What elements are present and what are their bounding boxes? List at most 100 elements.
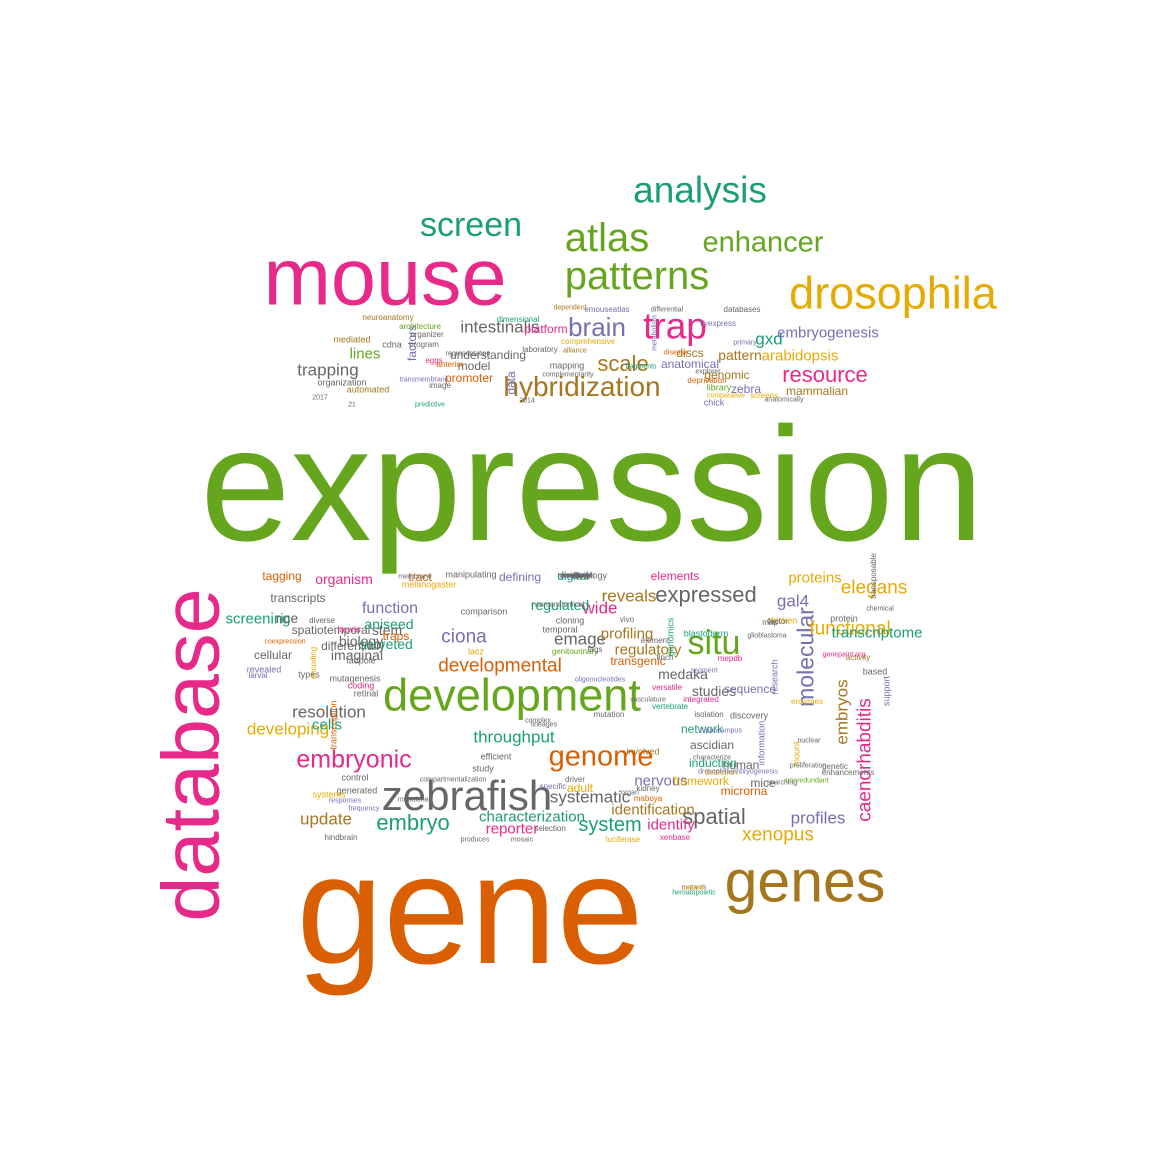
- word-analysis: analysis: [633, 169, 767, 211]
- word-mutation: mutation: [593, 710, 625, 719]
- word-blastoderm: blastoderm: [683, 628, 729, 639]
- word-characterize: characterize: [692, 754, 732, 762]
- word-profiles: profiles: [790, 808, 846, 828]
- word-organism: organism: [315, 571, 373, 587]
- word-embryos: embryos: [832, 679, 852, 745]
- word-deprivation: deprivation: [687, 376, 727, 385]
- word-cdna: cdna: [382, 339, 402, 350]
- word-functional: functional: [809, 618, 891, 640]
- word-cells: cells: [311, 716, 343, 734]
- word-embryo: embryo: [376, 810, 450, 835]
- word-transgenic: transgenic: [610, 654, 666, 668]
- word-drosophilaembryogenesis: drosophilaembryogenesis: [698, 768, 778, 776]
- word-factor: factor: [767, 617, 789, 626]
- word-situ: situ: [687, 624, 741, 662]
- word-induction: induction: [688, 756, 738, 770]
- word-transmembrane: transmembrane: [399, 376, 449, 384]
- word-screening: screening: [225, 610, 291, 628]
- word-genes: genes: [724, 848, 886, 915]
- word-encoding: encoding: [309, 646, 318, 680]
- word-screens: screens: [749, 391, 779, 400]
- word-embryogenesis: embryogenesis: [777, 324, 879, 342]
- word-genetic: genetic: [822, 762, 848, 771]
- word-glioblastoma: glioblastoma: [747, 632, 787, 640]
- word-adult: adult: [566, 781, 594, 795]
- word-tags: tags: [587, 645, 603, 654]
- word-proteins: proteins: [788, 569, 842, 587]
- word-spatiotemporal: spatiotemporal: [291, 623, 371, 637]
- word-human: human: [722, 758, 760, 772]
- word-vertebrate: vertebrate: [651, 702, 689, 711]
- word-atlas: atlas: [568, 572, 584, 580]
- word-primary: primary: [733, 339, 757, 347]
- word-isolation: isolation: [694, 710, 724, 719]
- word-lines: lines: [349, 345, 381, 363]
- word-transcription: transcription: [328, 700, 339, 750]
- word-larval: larval: [248, 671, 268, 680]
- word-complex: complex: [524, 717, 552, 725]
- word-enzymes: enzymes: [790, 697, 824, 706]
- word-predictive: predictive: [415, 401, 445, 409]
- word-efficient: efficient: [480, 751, 512, 762]
- word-information: information: [756, 720, 767, 766]
- word-vasculature: vasculature: [630, 696, 666, 704]
- word-mouse: mouse: [263, 232, 507, 323]
- word-transcripts: transcripts: [270, 591, 326, 605]
- word-peripheral: peripheral: [560, 572, 592, 580]
- word-versatile: versatile: [652, 683, 682, 692]
- word-element: element: [640, 636, 670, 645]
- word-emage: emage: [554, 629, 606, 649]
- word-genome: genome: [548, 740, 654, 773]
- word-oligonucleotides: oligonucleotides: [574, 676, 626, 684]
- word-21: 21: [348, 401, 356, 409]
- word-promoter: promoter: [444, 371, 494, 385]
- word-framework: framework: [672, 774, 730, 788]
- word-vivo: vivo: [619, 615, 635, 624]
- word-ciona: ciona: [441, 626, 487, 648]
- word-map: map: [762, 618, 778, 627]
- word-gene: gene: [296, 823, 644, 997]
- word-mosaic: mosaic: [510, 836, 534, 844]
- word-spatial: spatial: [682, 804, 746, 829]
- word-membrane: membrane: [398, 573, 432, 581]
- word-reveals: reveals: [601, 586, 657, 606]
- word-reporter: reporter: [485, 820, 539, 838]
- word-characterization: characterization: [479, 808, 585, 826]
- word-trap: trap: [643, 305, 707, 347]
- word-central: central: [683, 884, 705, 892]
- word-systems: systems: [312, 789, 346, 800]
- word-digital: digital: [557, 569, 589, 583]
- word-activity: activity: [845, 653, 871, 662]
- word-anatomical: anatomical: [660, 357, 720, 371]
- word-complementarity: complementarity: [542, 371, 594, 379]
- word-function: function: [361, 600, 419, 617]
- word-regulatory: regulatory: [614, 641, 682, 659]
- word-architecture: architecture: [399, 322, 441, 331]
- word-imaging: imaging: [563, 572, 589, 580]
- word-caenorhabditis: caenorhabditis: [854, 698, 876, 822]
- word-coexpression: coexpression: [264, 638, 306, 646]
- word-drosophila: drosophila: [789, 267, 997, 319]
- word-elements: elements: [650, 569, 700, 583]
- word-xenbase: xenbase: [659, 833, 691, 842]
- word-types: types: [298, 669, 320, 680]
- word-flyexpress: flyexpress: [699, 319, 737, 328]
- word-melanogaster: melanogaster: [401, 579, 457, 590]
- word-mice: mice: [750, 776, 776, 790]
- word-nervous: nervous: [634, 772, 688, 790]
- word-studies: studies: [691, 683, 737, 699]
- word-biology: biology: [338, 633, 384, 649]
- word-produces: produces: [460, 836, 490, 844]
- word-medaka: medaka: [658, 666, 708, 682]
- word-mutagenesis: mutagenesis: [329, 673, 381, 684]
- word-differential: differential: [650, 306, 684, 314]
- word-explorer: explorer: [695, 368, 721, 376]
- word-luciferase: luciferase: [605, 835, 641, 844]
- word-gxd: gxd: [755, 329, 783, 349]
- word-library: library: [706, 382, 732, 393]
- word-screen: screen: [419, 206, 523, 244]
- word-driver: driver: [564, 775, 586, 784]
- word-lacz: lacz: [467, 646, 485, 657]
- word-proliferation: proliferation: [789, 762, 827, 770]
- word-databases: databases: [723, 305, 761, 314]
